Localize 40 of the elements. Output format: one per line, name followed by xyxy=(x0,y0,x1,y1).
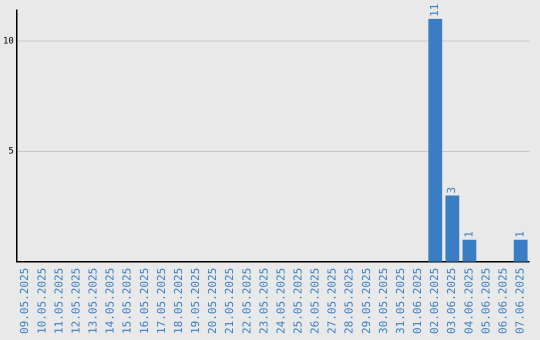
x-tick-label: 25.05.2025 xyxy=(292,268,304,334)
x-tick-label: 07.06.2025 xyxy=(514,268,527,334)
x-tick-label: 24.05.2025 xyxy=(274,268,288,334)
y-tick-label: 5 xyxy=(8,146,14,157)
bar xyxy=(428,18,442,262)
x-tick-label: 04.06.2025 xyxy=(462,268,476,334)
y-tick-label: 10 xyxy=(2,36,14,46)
data-label: 1 xyxy=(514,231,527,238)
x-tick-label: 13.05.2025 xyxy=(86,268,100,334)
bar xyxy=(445,196,460,262)
x-tick-label: 16.05.2025 xyxy=(138,268,151,334)
x-tick-label: 23.05.2025 xyxy=(257,268,270,334)
x-tick-label: 26.05.2025 xyxy=(308,268,322,334)
data-label: 3 xyxy=(445,186,458,194)
bar xyxy=(514,240,528,262)
data-label: 11 xyxy=(428,4,442,17)
x-tick-label: 14.05.2025 xyxy=(104,268,117,334)
x-tick-label: 06.06.2025 xyxy=(496,268,510,334)
x-tick-label: 11.05.2025 xyxy=(52,268,66,334)
x-tick-label: 03.06.2025 xyxy=(445,268,458,334)
x-tick-label: 01.06.2025 xyxy=(411,268,424,334)
x-tick-label: 17.05.2025 xyxy=(154,268,168,334)
x-tick-label: 10.05.2025 xyxy=(35,268,48,334)
x-tick-label: 22.05.2025 xyxy=(240,268,254,334)
x-tick-label: 12.05.2025 xyxy=(69,268,82,334)
x-tick-label: 27.05.2025 xyxy=(326,268,339,334)
x-tick-label: 30.05.2025 xyxy=(376,268,390,334)
x-tick-label: 09.05.2025 xyxy=(18,268,32,334)
x-tick-label: 15.05.2025 xyxy=(120,268,134,334)
x-tick-label: 05.06.2025 xyxy=(479,268,492,334)
x-tick-label: 20.05.2025 xyxy=(206,268,220,334)
bar xyxy=(462,240,476,262)
x-tick-label: 29.05.2025 xyxy=(360,268,373,334)
x-tick-label: 28.05.2025 xyxy=(342,268,356,334)
data-label: 1 xyxy=(462,231,476,238)
x-tick-label: 19.05.2025 xyxy=(189,268,202,334)
x-tick-label: 21.05.2025 xyxy=(223,268,236,334)
x-tick-label: 18.05.2025 xyxy=(172,268,185,334)
x-tick-label: 31.05.2025 xyxy=(394,268,407,334)
x-tick-label: 02.06.2025 xyxy=(428,268,442,334)
